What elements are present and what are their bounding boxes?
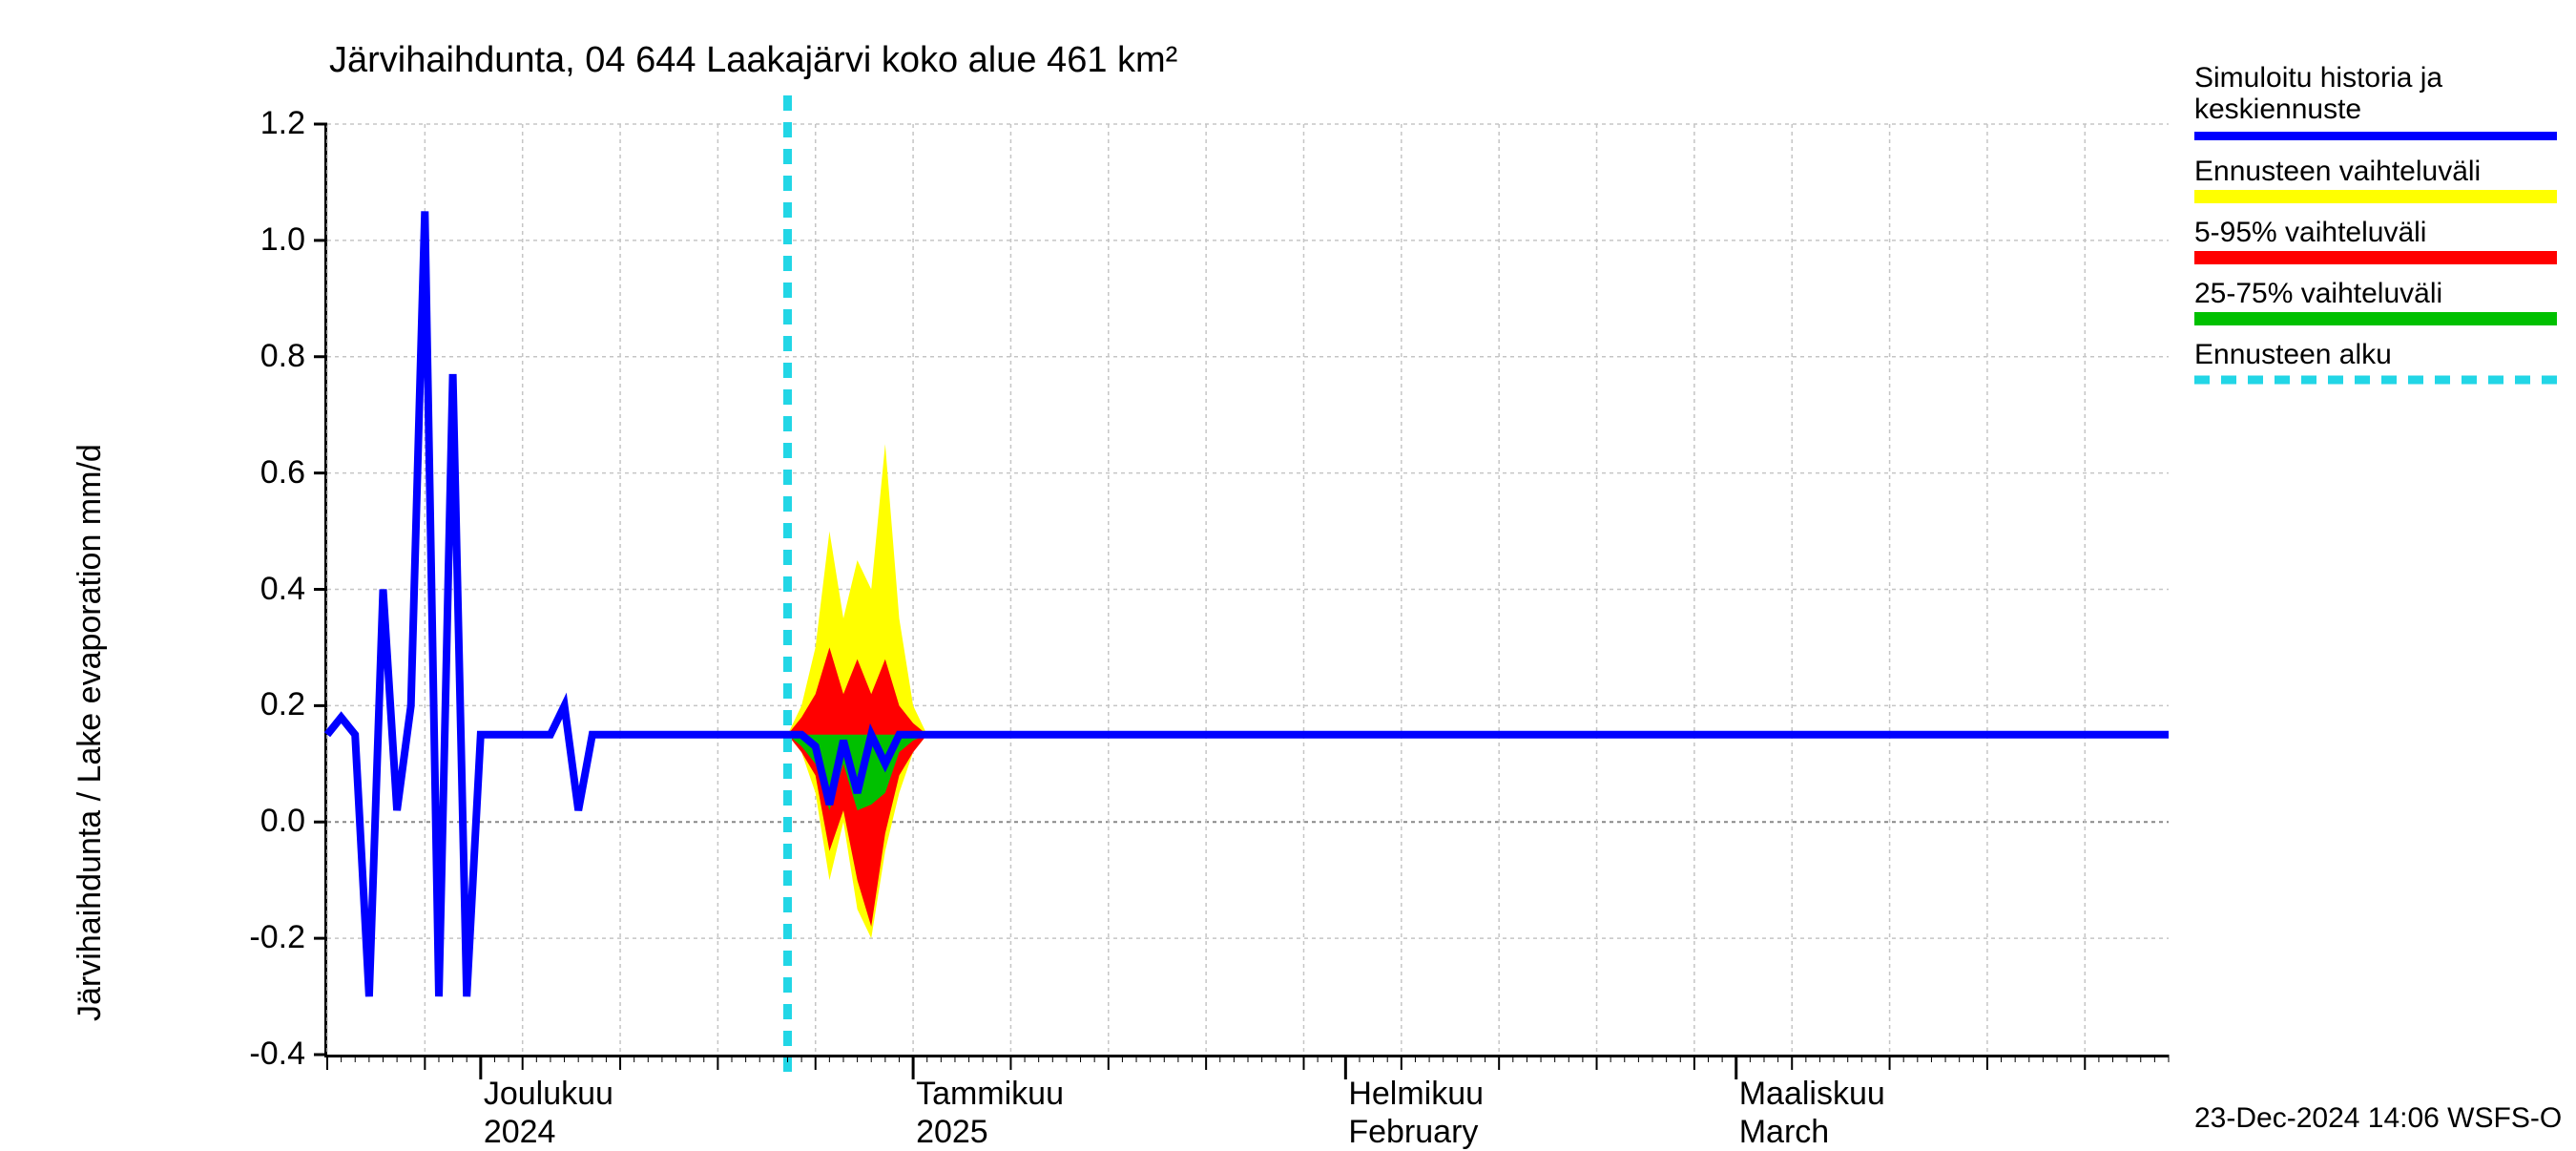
y-tick-label: -0.4 — [219, 1036, 305, 1073]
x-tick-label-top: Helmikuu — [1348, 1076, 1484, 1113]
y-tick-label: 0.6 — [219, 454, 305, 492]
y-tick-label: 1.2 — [219, 105, 305, 142]
x-tick-label-bottom: February — [1348, 1114, 1478, 1151]
chart-container: Järvihaihdunta, 04 644 Laakajärvi koko a… — [0, 0, 2576, 1145]
y-axis-label: Järvihaihdunta / Lake evaporation mm/d — [72, 444, 109, 1021]
legend-item-label: 5-95% vaihteluväli — [2194, 217, 2557, 248]
x-tick-label-top: Tammikuu — [916, 1076, 1064, 1113]
x-tick-label-bottom: 2024 — [484, 1114, 556, 1151]
legend-swatch — [2194, 132, 2557, 140]
x-tick-label-top: Joulukuu — [484, 1076, 613, 1113]
legend-item-label: Simuloitu historia jakeskiennuste — [2194, 62, 2557, 125]
y-tick-label: 0.8 — [219, 338, 305, 375]
legend-swatch — [2194, 312, 2557, 325]
plot-area — [324, 124, 2169, 1057]
chart-title: Järvihaihdunta, 04 644 Laakajärvi koko a… — [329, 40, 1177, 81]
y-tick-label: 1.0 — [219, 221, 305, 259]
legend-swatch — [2194, 251, 2557, 264]
legend-item-label: Ennusteen alku — [2194, 339, 2557, 370]
x-tick-label-bottom: March — [1739, 1114, 1829, 1151]
x-tick-label-top: Maaliskuu — [1739, 1076, 1885, 1113]
y-tick-label: -0.2 — [219, 919, 305, 956]
y-tick-label: 0.2 — [219, 686, 305, 723]
legend-item-label: Ennusteen vaihteluväli — [2194, 156, 2557, 187]
timestamp: 23-Dec-2024 14:06 WSFS-O — [2194, 1102, 2562, 1135]
y-tick-label: 0.4 — [219, 571, 305, 608]
legend-swatch — [2194, 190, 2557, 203]
x-tick-label-bottom: 2025 — [916, 1114, 988, 1151]
y-tick-label: 0.0 — [219, 803, 305, 840]
legend-swatch — [2194, 373, 2557, 387]
legend-item-label: 25-75% vaihteluväli — [2194, 278, 2557, 309]
